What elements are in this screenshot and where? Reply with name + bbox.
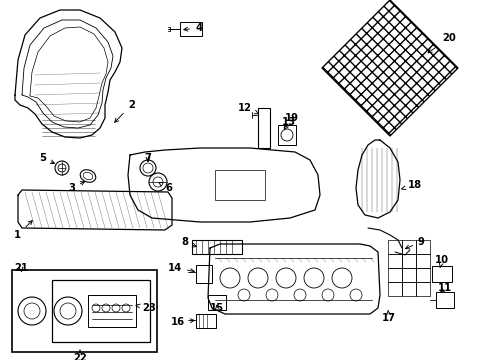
Text: 13: 13 xyxy=(282,117,295,130)
Text: 8: 8 xyxy=(181,237,196,247)
Text: 1: 1 xyxy=(14,221,32,240)
Text: 5: 5 xyxy=(39,153,55,163)
Text: 14: 14 xyxy=(167,263,194,273)
Bar xyxy=(88,295,136,327)
Text: 12: 12 xyxy=(238,103,258,114)
Text: 3: 3 xyxy=(68,181,84,193)
Bar xyxy=(387,254,401,268)
Bar xyxy=(215,170,264,200)
Bar xyxy=(196,265,212,283)
Text: 21: 21 xyxy=(14,263,28,273)
Bar xyxy=(12,270,157,352)
Text: 16: 16 xyxy=(170,317,194,327)
Bar xyxy=(415,268,429,282)
Polygon shape xyxy=(321,0,457,136)
Bar xyxy=(278,125,295,145)
Bar xyxy=(401,240,415,254)
Text: 15: 15 xyxy=(209,303,224,313)
Bar xyxy=(180,22,202,36)
Text: 10: 10 xyxy=(434,255,448,268)
Bar xyxy=(387,240,401,254)
Bar xyxy=(415,282,429,296)
Bar xyxy=(196,314,216,328)
Text: 11: 11 xyxy=(437,283,451,293)
Bar xyxy=(258,108,269,148)
Bar xyxy=(401,282,415,296)
Bar xyxy=(387,282,401,296)
Bar xyxy=(431,266,451,282)
Bar xyxy=(387,268,401,282)
Text: 17: 17 xyxy=(381,310,395,323)
Text: 2: 2 xyxy=(114,100,135,122)
Text: 20: 20 xyxy=(427,33,455,53)
Text: 22: 22 xyxy=(73,350,87,360)
Bar xyxy=(415,240,429,254)
Bar xyxy=(415,254,429,268)
Text: 19: 19 xyxy=(284,113,298,128)
Text: 7: 7 xyxy=(144,153,151,163)
Bar xyxy=(207,295,225,310)
Text: 6: 6 xyxy=(159,183,172,193)
Text: 23: 23 xyxy=(136,303,156,313)
Text: 9: 9 xyxy=(405,237,424,249)
Bar xyxy=(401,268,415,282)
Bar xyxy=(52,280,150,342)
Text: 18: 18 xyxy=(401,180,421,190)
Text: 4: 4 xyxy=(183,23,202,33)
Bar xyxy=(401,254,415,268)
Bar xyxy=(435,292,453,308)
Bar xyxy=(192,240,242,254)
